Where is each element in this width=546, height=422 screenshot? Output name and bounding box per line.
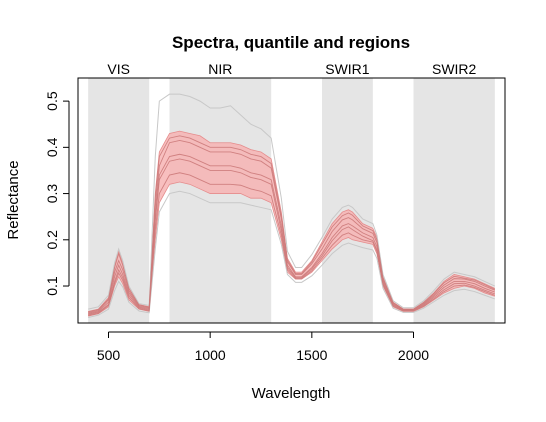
x-tick-label: 1500	[296, 347, 327, 363]
y-axis-label: Reflectance	[5, 160, 22, 239]
region-label-nir: NIR	[208, 61, 232, 77]
y-tick-label: 0.2	[44, 230, 60, 250]
region-swir1	[322, 78, 373, 323]
x-tick-label: 500	[97, 347, 121, 363]
x-axis-label: Wavelength	[252, 385, 331, 402]
spectrum-line-4	[88, 135, 496, 313]
axis-layer: 500 1000 1500 2000 0.1 0.2 0.3 0.4 0.5	[44, 77, 506, 363]
spectrum-line-5	[88, 172, 495, 317]
y-tick-label: 0.3	[44, 184, 60, 204]
spectrum-line-3	[88, 139, 496, 314]
y-tick-label: 0.5	[44, 91, 60, 111]
region-label-swir2: SWIR2	[432, 61, 477, 77]
region-label-vis: VIS	[107, 61, 130, 77]
outlier-spectrum-1	[88, 93, 496, 310]
region-nir	[169, 78, 272, 323]
plot-frame	[77, 77, 506, 324]
y-tick-label: 0.1	[44, 276, 60, 296]
outlier-spectrum-2	[88, 190, 496, 318]
x-tick-label: 1000	[195, 347, 226, 363]
regions-layer: VIS NIR SWIR1 SWIR2	[88, 61, 495, 323]
y-tick-label: 0.4	[44, 137, 60, 157]
series-layer	[88, 93, 496, 318]
chart-title: Spectra, quantile and regions	[172, 33, 410, 52]
quantile-band	[88, 131, 495, 317]
region-vis	[88, 78, 150, 323]
region-label-swir1: SWIR1	[325, 61, 370, 77]
x-tick-label: 2000	[398, 347, 429, 363]
